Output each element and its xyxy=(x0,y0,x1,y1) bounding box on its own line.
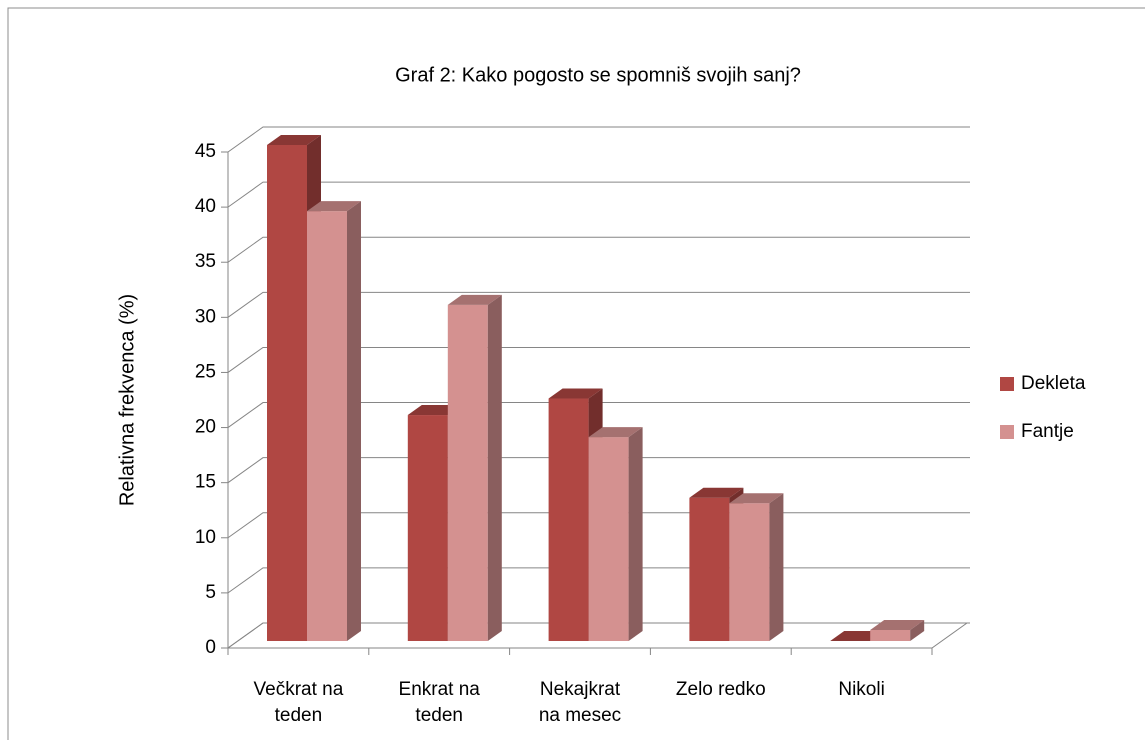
bar-top xyxy=(870,619,925,630)
bar-side xyxy=(628,427,643,641)
grid-line xyxy=(227,457,970,484)
bar-front xyxy=(447,304,488,641)
legend-swatch xyxy=(1000,425,1014,439)
bar-top xyxy=(267,135,321,145)
bar-top xyxy=(689,487,744,498)
bar-front xyxy=(548,398,589,641)
bar-front xyxy=(689,497,730,641)
y-tick-label: 25 xyxy=(195,361,216,382)
bar-top xyxy=(548,388,603,399)
y-axis-label: Relativna frekvenca (%) xyxy=(116,294,138,506)
x-tick-label: teden xyxy=(275,705,323,726)
x-tick-label: Zelo redko xyxy=(676,679,766,700)
bar-front xyxy=(267,145,307,641)
bar-front xyxy=(870,629,911,641)
bar-front xyxy=(588,437,629,641)
y-tick-label: 40 xyxy=(195,196,216,217)
grid-line xyxy=(227,291,970,318)
y-tick-label: 20 xyxy=(195,417,216,438)
x-tick-label: na mesec xyxy=(539,705,621,726)
chart-title: Graf 2: Kako pogosto se spomniš svojih s… xyxy=(395,64,801,86)
y-tick-label: 45 xyxy=(195,141,216,162)
x-tick-label: Nikoli xyxy=(838,679,884,700)
bar-side xyxy=(487,294,502,641)
x-tick-label: Nekajkrat xyxy=(540,679,621,700)
legend-label: Fantje xyxy=(1021,421,1074,442)
bar-top xyxy=(588,427,643,438)
grid-line xyxy=(227,236,970,263)
legend-swatch xyxy=(1000,377,1014,391)
bar-front xyxy=(407,415,448,641)
legend-label: Dekleta xyxy=(1021,373,1086,394)
x-tick-label: Večkrat na xyxy=(254,679,344,700)
x-tick-label: Enkrat na xyxy=(399,679,481,700)
y-tick-label: 35 xyxy=(195,251,216,272)
bar-side xyxy=(769,493,784,641)
bar-front xyxy=(307,211,347,641)
bar-side xyxy=(910,619,925,641)
grid-line xyxy=(227,181,970,208)
y-tick-label: 30 xyxy=(195,306,216,327)
x-tick-label: teden xyxy=(415,705,463,726)
bar-front xyxy=(729,503,770,641)
grid-line xyxy=(227,126,970,153)
y-tick-label: 0 xyxy=(205,637,216,658)
grid-line xyxy=(227,402,970,428)
y-tick-label: 10 xyxy=(195,527,216,548)
bar-side xyxy=(347,201,361,641)
grid-line xyxy=(227,346,970,373)
bar-top xyxy=(307,201,361,212)
bar-top xyxy=(729,493,784,504)
y-tick-label: 15 xyxy=(195,472,216,493)
y-tick-label: 5 xyxy=(205,582,216,603)
bar-top xyxy=(447,294,502,305)
